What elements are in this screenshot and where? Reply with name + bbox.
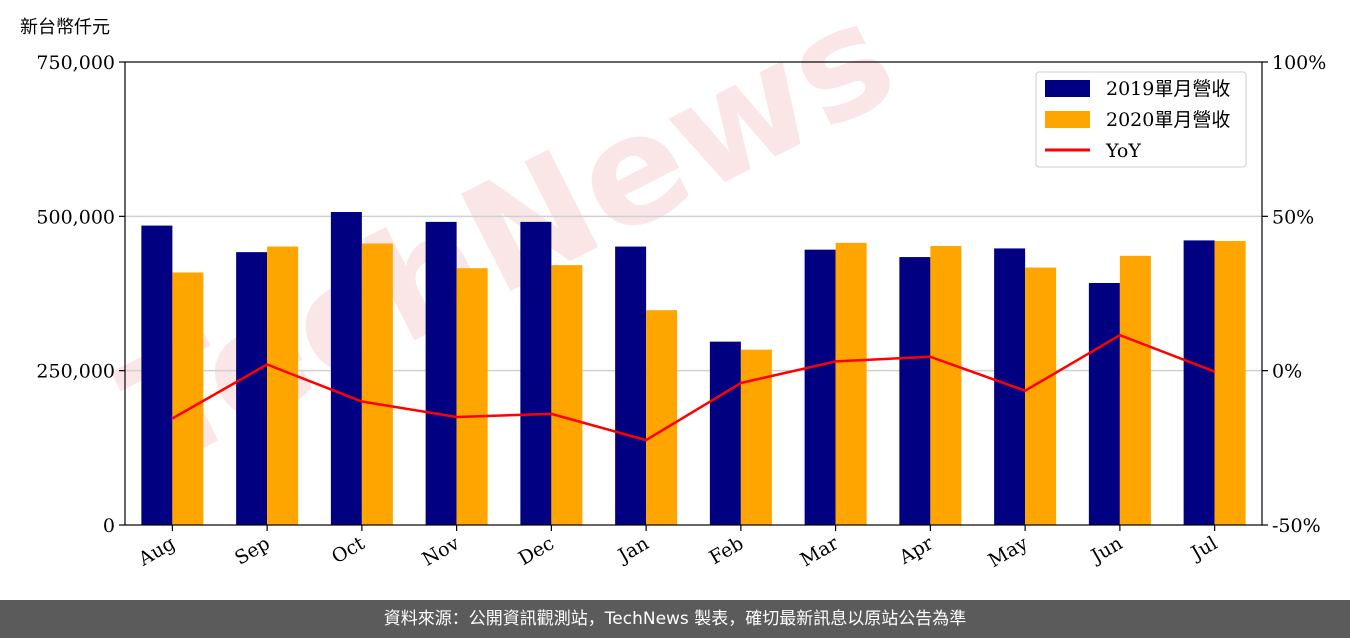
bar-2019-jul — [1183, 240, 1215, 525]
plot-frame — [124, 61, 1263, 526]
left-tick-label: 750,000 — [36, 52, 115, 74]
x-tick-label-sep: Sep — [231, 532, 274, 569]
source-footer: 資料來源：公開資訊觀測站，TechNews 製表，確切最新訊息以原站公告為準 — [0, 600, 1350, 638]
left-tick-label: 250,000 — [36, 361, 115, 383]
y-axis-unit-label: 新台幣仟元 — [20, 17, 110, 38]
chart: TechNews 0 250,000 500,000 750,000 -50% 0% 50%… — [20, 0, 1326, 572]
bar-2019-apr — [899, 257, 931, 525]
bar-2020-nov — [456, 268, 488, 525]
x-tick-label-jan: Jan — [613, 532, 653, 568]
left-tick-label: 0 — [103, 515, 115, 537]
bar-2019-may — [994, 248, 1026, 525]
bar-2019-aug — [141, 225, 173, 526]
bar-2020-dec — [551, 265, 583, 525]
bar-2019-dec — [520, 221, 552, 525]
watermark: TechNews — [97, 0, 920, 502]
x-tick-label-oct: Oct — [328, 532, 369, 568]
yoy-line-layer — [171, 333, 1216, 442]
bar-2019-oct — [330, 212, 362, 525]
bar-2019-mar — [804, 249, 836, 526]
legend-label: 2019單月營收 — [1106, 78, 1230, 100]
bar-2020-may — [1025, 267, 1057, 525]
x-tick-label-aug: Aug — [134, 532, 179, 571]
right-tick-label: 100% — [1272, 52, 1326, 74]
bar-2019-jan — [615, 246, 647, 525]
bar-2019-nov — [425, 221, 457, 525]
gridlines — [125, 215, 1262, 372]
x-tick-label-may: May — [985, 532, 1032, 572]
left-tick-label: 500,000 — [36, 206, 115, 228]
bar-2020-aug — [172, 272, 204, 525]
x-tick-label-jun: Jun — [1086, 532, 1127, 568]
x-tick-label-feb: Feb — [706, 532, 748, 569]
bar-2020-jan — [646, 310, 678, 525]
legend-swatch — [1045, 80, 1090, 97]
bar-2020-mar — [835, 242, 867, 525]
bar-2019-jun — [1088, 283, 1120, 525]
x-tick-label-dec: Dec — [515, 532, 558, 570]
legend-label: 2020單月營收 — [1106, 109, 1230, 131]
x-tick-label-mar: Mar — [797, 532, 843, 571]
x-tick-label-nov: Nov — [419, 532, 464, 571]
legend-swatch — [1045, 111, 1090, 128]
bar-2020-sep — [267, 246, 299, 525]
right-tick-label: 0% — [1272, 361, 1302, 383]
legend-label: YoY — [1105, 140, 1141, 162]
bar-2020-oct — [361, 243, 393, 525]
legend: 2019單月營收 2020單月營收 YoY — [1035, 71, 1247, 168]
yoy-line — [171, 333, 1216, 442]
bar-2019-feb — [709, 341, 741, 525]
bars — [141, 212, 1246, 526]
bar-2019-sep — [236, 252, 268, 525]
x-tick-label-apr: Apr — [895, 532, 938, 569]
right-tick-label: 50% — [1272, 206, 1314, 228]
bar-2020-jul — [1214, 241, 1246, 525]
x-tick-label-jul: Jul — [1186, 532, 1221, 565]
bar-2020-jun — [1119, 255, 1151, 526]
bar-2020-apr — [930, 245, 962, 525]
right-tick-label: -50% — [1272, 515, 1321, 537]
